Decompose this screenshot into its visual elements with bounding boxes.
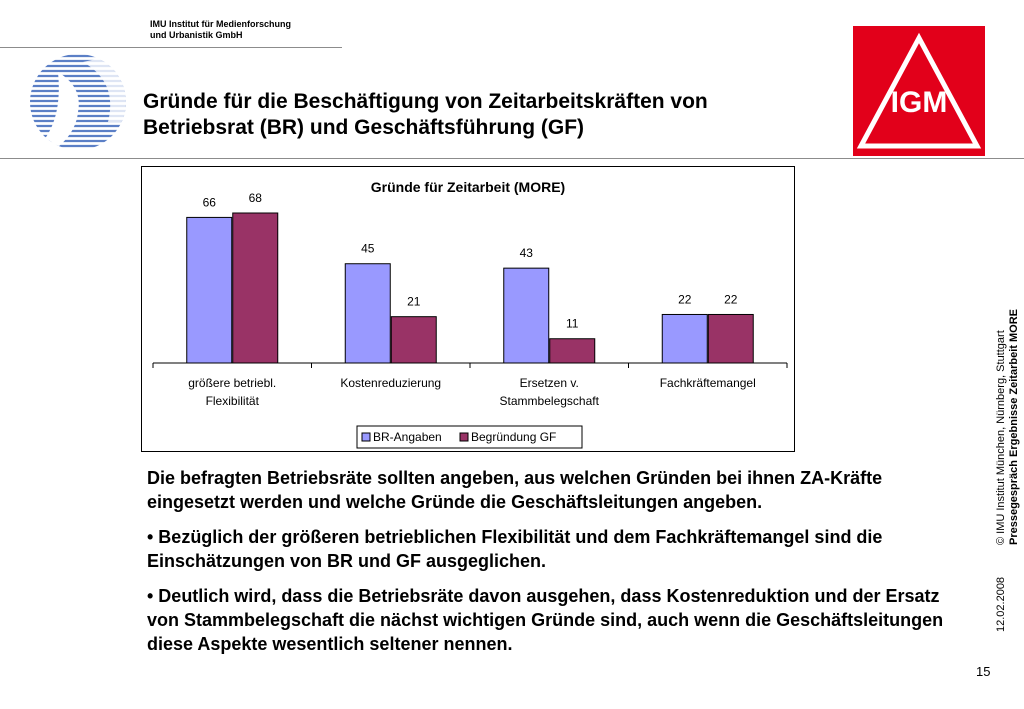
body-bullet-2: • Deutlich wird, dass die Betriebsräte d… xyxy=(147,586,944,654)
data-label-gf-3: 22 xyxy=(724,292,738,306)
chart-title: Gründe für Zeitarbeit (MORE) xyxy=(371,179,565,195)
data-label-br-2: 43 xyxy=(520,246,534,260)
institute-line-2: und Urbanistik GmbH xyxy=(150,30,243,40)
body-paragraph-intro: Die befragten Betriebsräte sollten angeb… xyxy=(147,468,883,512)
category-label-2-1: Stammbelegschaft xyxy=(500,394,600,408)
igm-logo-background xyxy=(853,26,985,156)
bar-gf-2 xyxy=(549,338,596,364)
data-label-gf-0: 68 xyxy=(249,191,263,205)
institute-line-1: IMU Institut für Medienforschung xyxy=(150,19,291,29)
page-number: 15 xyxy=(976,664,991,679)
data-label-gf-2: 11 xyxy=(566,317,579,331)
body-bullet-1: • Bezüglich der größeren betrieblichen F… xyxy=(147,527,883,571)
legend-label-br: BR-Angaben xyxy=(373,430,442,444)
bar-gf-3 xyxy=(707,313,754,364)
side-copyright: © IMU Institut München, Nürnberg, Stuttg… xyxy=(995,330,1007,545)
data-label-br-0: 66 xyxy=(203,195,217,209)
title-divider xyxy=(0,158,1024,159)
legend-label-gf: Begründung GF xyxy=(471,430,556,444)
chart-frame: Gründe für Zeitarbeit (MORE) 66 68 größere … xyxy=(141,166,795,452)
side-caption: © IMU Institut München, Nürnberg, Stuttg… xyxy=(995,309,1021,545)
header-divider xyxy=(0,47,342,48)
data-label-br-3: 22 xyxy=(678,292,692,306)
legend-swatch-br xyxy=(361,432,371,442)
data-label-br-1: 45 xyxy=(361,242,375,256)
institute-name: IMU Institut für Medienforschung und Urb… xyxy=(150,19,291,41)
imu-logo xyxy=(30,54,126,150)
bar-gf-0 xyxy=(232,212,279,364)
side-date: 12.02.2008 xyxy=(995,576,1007,632)
category-label-0-0: größere betriebl. xyxy=(188,376,276,390)
category-label-0-1: Flexibilität xyxy=(206,394,260,408)
category-label-1-0: Kostenreduzierung xyxy=(340,376,441,390)
igm-logo-text: IGM xyxy=(891,86,948,119)
legend-swatch-gf xyxy=(459,432,469,442)
title-line-1: Gründe für die Beschäftigung von Zeitarb… xyxy=(143,90,708,113)
side-subtitle: Pressegespräch Ergebnisse Zeitarbeit MOR… xyxy=(1008,309,1020,545)
bar-br-1 xyxy=(344,263,391,364)
igm-logo: IGM xyxy=(853,26,985,156)
legend-box xyxy=(356,425,583,449)
category-label-2-0: Ersetzen v. xyxy=(520,376,579,390)
bar-br-3 xyxy=(661,313,708,364)
bar-chart: Gründe für Zeitarbeit (MORE) 66 68 größere … xyxy=(152,179,788,449)
data-label-gf-1: 21 xyxy=(407,295,421,309)
bar-br-2 xyxy=(503,267,550,364)
page-title: Gründe für die Beschäftigung von Zeitarb… xyxy=(143,89,823,141)
bar-gf-1 xyxy=(390,316,437,364)
category-label-3-0: Fachkräftemangel xyxy=(660,376,756,390)
body-text: Die befragten Betriebsräte sollten angeb… xyxy=(147,466,957,667)
title-line-2: Betriebsrat (BR) und Geschäftsführung (G… xyxy=(143,116,585,139)
bar-br-0 xyxy=(186,216,233,364)
